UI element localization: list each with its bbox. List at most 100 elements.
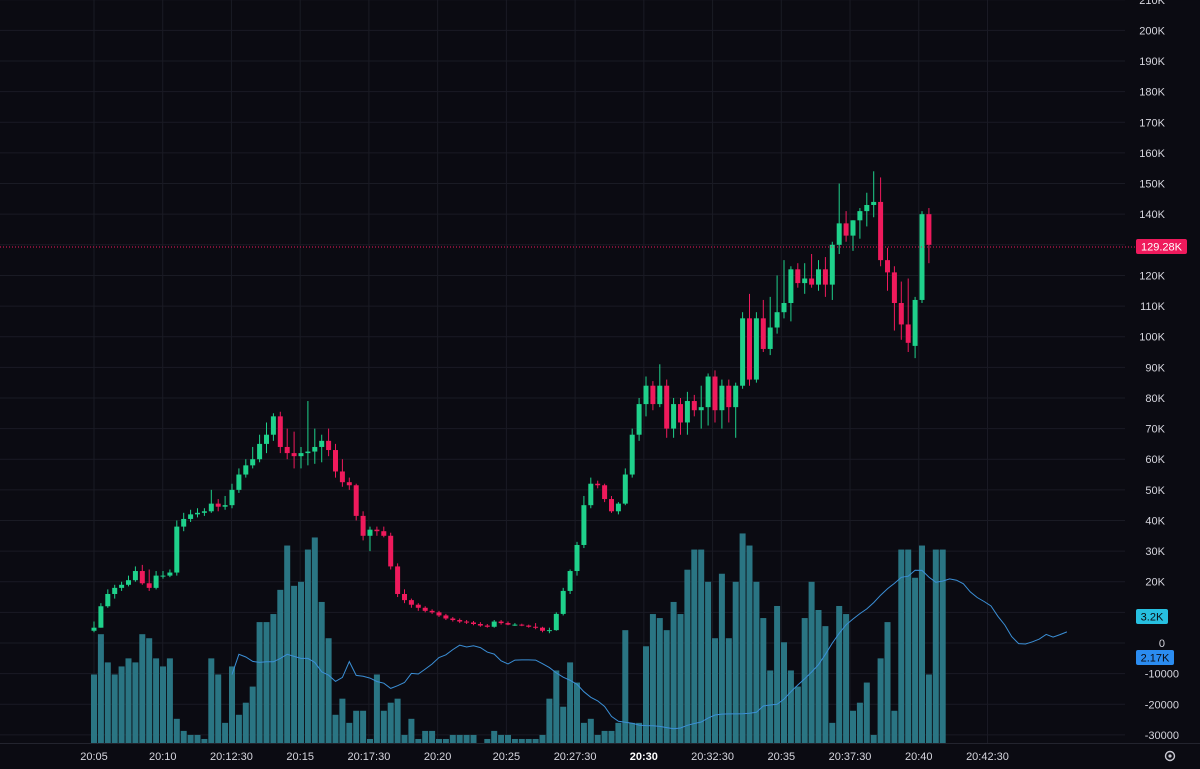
candle-down [436, 612, 442, 616]
volume-bar [643, 646, 649, 743]
price-tick-label: 30K [1145, 546, 1165, 558]
volume-bar [649, 614, 656, 743]
candle-up [236, 474, 242, 490]
volume-bar [91, 674, 97, 743]
candle-down [595, 483, 601, 486]
volume-bar [663, 630, 670, 743]
volume-bar [760, 618, 767, 743]
volume-bar [256, 622, 263, 743]
candle-up [919, 214, 925, 300]
candle-up [581, 505, 587, 545]
volume-bar [767, 670, 774, 743]
time-axis[interactable]: 20:05 20:10 20:12:30 20:15 20:17:30 20:20 20:2… [0, 743, 1200, 764]
volume-bar [118, 666, 125, 743]
candle-down [484, 625, 490, 627]
candle-up [270, 416, 276, 435]
candle-up [857, 211, 863, 221]
candle-down [277, 416, 283, 447]
candle-up [153, 575, 159, 588]
candle-up [250, 459, 256, 466]
candle-down [885, 260, 890, 273]
candle-up [553, 613, 559, 631]
volume-bar [353, 710, 360, 743]
candle-down [291, 453, 297, 457]
candle-down [464, 621, 470, 623]
volume-bar [132, 662, 139, 743]
candle-up [195, 512, 200, 515]
candle-up [636, 404, 642, 435]
volume-bar [870, 734, 877, 743]
candle-down [477, 624, 483, 626]
candle-up [319, 440, 325, 447]
volume-bar [753, 581, 760, 743]
candle-up [243, 465, 249, 475]
volume-bar [843, 614, 850, 743]
volume-bar [263, 622, 270, 743]
volume-bar [505, 734, 511, 743]
volume-bar [670, 601, 677, 743]
candle-up [622, 474, 628, 504]
volume-bar [608, 730, 615, 743]
volume-bar [787, 670, 794, 743]
candle-down [422, 607, 428, 611]
volume-bar [539, 734, 546, 743]
candle-up [719, 385, 725, 411]
volume-bar [877, 658, 884, 743]
time-tick-label: 20:25 [493, 751, 521, 763]
volume-bar [325, 638, 332, 743]
volume-bar [160, 666, 166, 743]
candle-up [546, 630, 552, 632]
volume-bar [905, 549, 912, 743]
candle-down [450, 618, 456, 621]
volume-ma-line [231, 569, 1068, 730]
price-tick-label: 120K [1139, 270, 1165, 282]
time-tick-label: 20:10 [149, 751, 177, 763]
candle-up [574, 544, 580, 572]
volume-bar [215, 674, 222, 743]
price-tick-label: 150K [1139, 179, 1165, 191]
candle-up [871, 201, 877, 205]
candle-up [684, 401, 690, 423]
volume-bar [677, 614, 684, 743]
volume-bar [284, 545, 291, 743]
candle-up [208, 503, 214, 512]
candle-down [878, 201, 884, 261]
axis-badges: 129.28K 3.2K 2.17K [1136, 239, 1187, 665]
volume-bar [884, 622, 891, 743]
volume-badge: 3.2K [1136, 609, 1168, 624]
candle-up [657, 385, 663, 405]
time-tick-label: 20:27:30 [554, 751, 597, 763]
time-tick-label: 20:40 [905, 751, 933, 763]
volume-bar [601, 730, 608, 743]
volume-bar [139, 634, 146, 743]
volume-bar [104, 662, 111, 743]
candle-down [650, 385, 656, 405]
candle-up [188, 514, 194, 519]
volume-bar [436, 738, 442, 743]
candle-down [891, 272, 897, 304]
volume-bar [939, 549, 946, 743]
candle-down [374, 529, 380, 532]
volume-bar [408, 718, 415, 743]
volume-bar [187, 734, 194, 743]
time-tick-label: 20:35 [768, 751, 796, 763]
volume-bar [442, 738, 449, 743]
volume-bar [456, 734, 463, 743]
settings-button[interactable] [1164, 750, 1176, 762]
volume-bar [822, 626, 829, 743]
candles [91, 171, 932, 634]
candle-up [126, 580, 131, 585]
candle-down [602, 485, 608, 500]
price-axis[interactable]: 010K20K30K40K50K60K70K80K90K100K110K120K… [1139, 0, 1179, 742]
candle-down [726, 385, 732, 408]
volume-bar [712, 638, 718, 743]
candle-down [540, 627, 545, 631]
candle-up [671, 404, 677, 429]
candle-up [132, 571, 138, 581]
volume-bar [815, 610, 822, 743]
volume-bars [91, 533, 946, 743]
volume-bar [546, 698, 553, 743]
volume-bar [146, 638, 153, 743]
